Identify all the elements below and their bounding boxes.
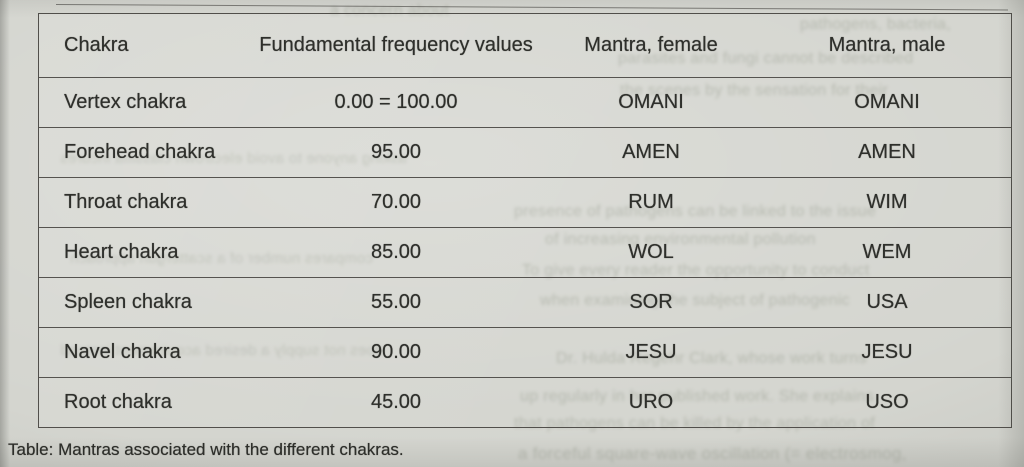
cell-mantra-female: WOL xyxy=(628,241,674,263)
cell-frequency: 90.00 xyxy=(370,341,422,363)
cell-mantra-female: AMEN xyxy=(622,141,680,163)
cell-mantra-male: USA xyxy=(866,291,908,313)
cell-chakra: Navel chakra xyxy=(64,341,181,363)
cell-mantra-male: JESU xyxy=(861,341,913,363)
table-row: Navel chakra 90.00 JESU JESU xyxy=(39,327,1011,377)
header-frequency: Fundamental frequency values xyxy=(259,34,533,56)
cell-mantra-female: RUM xyxy=(628,191,674,213)
table-row: Heart chakra 85.00 WOL WEM xyxy=(39,227,1011,277)
table-body: Vertex chakra 0.00 = 100.00 OMANI OMANI Fore… xyxy=(39,77,1011,427)
cell-frequency: 70.00 xyxy=(370,191,422,213)
cell-frequency: 0.00 = 100.00 xyxy=(334,91,458,113)
cell-mantra-male: USO xyxy=(865,391,909,413)
table-row: Root chakra 45.00 URO USO xyxy=(39,377,1011,427)
cell-frequency: 95.00 xyxy=(370,141,422,163)
cell-mantra-female: URO xyxy=(628,391,674,413)
cell-mantra-male: WEM xyxy=(862,241,912,263)
table-row: Throat chakra 70.00 RUM WIM xyxy=(39,177,1011,227)
header-mantra-male: Mantra, male xyxy=(828,34,946,56)
cell-frequency: 45.00 xyxy=(370,391,422,413)
cell-chakra: Throat chakra xyxy=(64,191,188,213)
cell-mantra-female: OMANI xyxy=(618,91,684,113)
cell-chakra: Heart chakra xyxy=(64,241,179,263)
header-chakra: Chakra xyxy=(64,34,129,56)
cell-mantra-female: JESU xyxy=(625,341,677,363)
cell-mantra-male: OMANI xyxy=(854,91,920,113)
chakra-mantra-table: Chakra Fundamental frequency values Mant… xyxy=(38,13,1012,428)
cell-chakra: Vertex chakra xyxy=(64,91,187,113)
header-mantra-female: Mantra, female xyxy=(584,34,718,56)
cell-chakra: Forehead chakra xyxy=(64,141,216,163)
cell-frequency: 55.00 xyxy=(370,291,422,313)
scan-artifact-line xyxy=(55,4,1008,11)
table-row: Forehead chakra 95.00 AMEN AMEN xyxy=(39,127,1011,177)
cell-mantra-female: SOR xyxy=(629,291,673,313)
cell-frequency: 85.00 xyxy=(370,241,422,263)
table-row: Vertex chakra 0.00 = 100.00 OMANI OMANI xyxy=(39,77,1011,127)
cell-mantra-male: WIM xyxy=(866,191,908,213)
bleed-text-fragment: a forceful square-wave oscillation (= el… xyxy=(518,444,907,463)
cell-chakra: Root chakra xyxy=(64,391,172,413)
table-row: Spleen chakra 55.00 SOR USA xyxy=(39,277,1011,327)
cell-chakra: Spleen chakra xyxy=(64,291,192,313)
table-caption: Table: Mantras associated with the diffe… xyxy=(8,440,404,459)
table-header-row: Chakra Fundamental frequency values Mant… xyxy=(39,14,1011,77)
cell-mantra-male: AMEN xyxy=(858,141,916,163)
